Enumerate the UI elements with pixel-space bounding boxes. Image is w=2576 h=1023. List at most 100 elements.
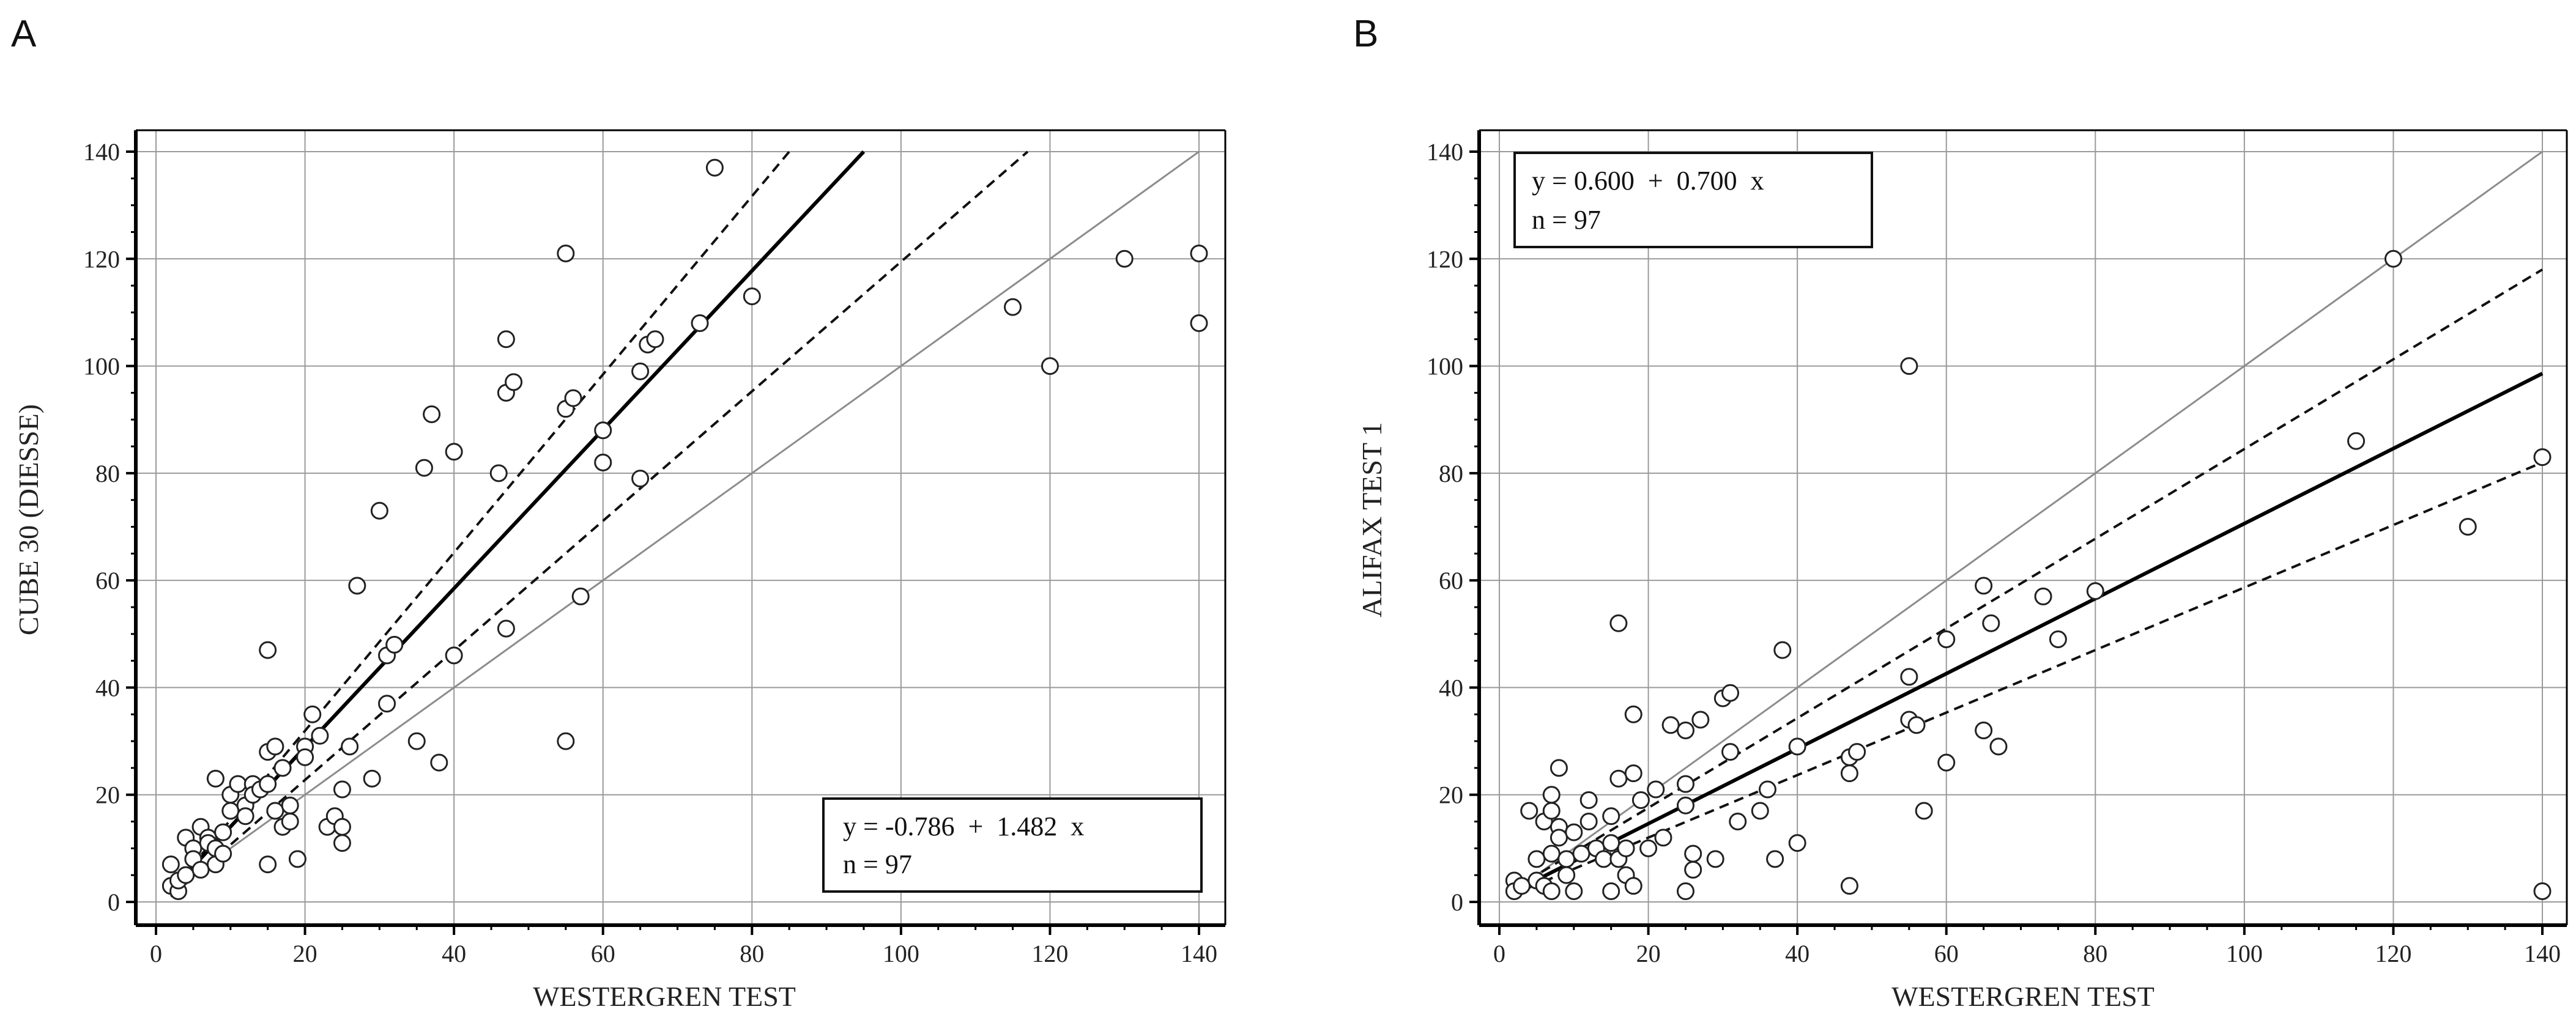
panel-a-data-point (505, 373, 523, 391)
panel-b-data-point (1550, 759, 1568, 777)
panel-b-data-point (1550, 829, 1568, 847)
panel-a-data-point (594, 421, 612, 440)
panel-a-data-point (407, 732, 426, 750)
panel-b-data-point (2533, 882, 2552, 900)
panel-b-data-point (1937, 753, 1956, 772)
panel-b-data-point (1624, 705, 1642, 723)
panel-a-y-tick-label: 120 (83, 245, 120, 273)
panel-a-y-axis-title: CUBE 30 (DIESSE) (13, 404, 44, 635)
panel-b-data-point (1527, 850, 1546, 868)
panel-a-data-point (445, 646, 463, 665)
panel-b-y-tick-label: 120 (1427, 245, 1463, 273)
panel-a-data-point (214, 823, 232, 841)
panel-a-data-point (259, 855, 277, 874)
panel-a-data-point (1115, 249, 1134, 268)
panel-b-regression-fit-line (1513, 372, 2544, 893)
panel-a-x-tick-label: 0 (150, 940, 162, 967)
panel-a-letter: A (11, 13, 37, 55)
panel-b-data-point (1989, 737, 2008, 756)
panel-a-y-tick-label: 0 (108, 888, 120, 916)
panel-a-data-point (489, 464, 508, 482)
panel-b-y-axis-title: ALIFAX TEST 1 (1356, 422, 1387, 617)
panel-b-data-point (1848, 743, 1866, 761)
panel-b-data-point (1602, 834, 1620, 852)
panel-b-data-point (2034, 587, 2052, 605)
panel-a-data-point (1190, 314, 1208, 332)
panel-b-x-tick-label: 100 (2226, 940, 2263, 967)
panel-a-data-point (348, 577, 366, 595)
panel-b-data-point (2384, 249, 2402, 268)
panel-b-data-point (1617, 839, 1635, 857)
panel-b-x-tick-label: 20 (1636, 940, 1661, 967)
panel-a-data-point (177, 866, 195, 884)
panel-b-data-point (1572, 844, 1591, 863)
panel-b-axes (1469, 129, 2568, 935)
panel-b-y-tick-label: 60 (1439, 567, 1463, 594)
panel-b-data-point (1609, 769, 1628, 788)
panel-a-data-point (333, 818, 351, 836)
panel-a-x-tick-label: 40 (442, 940, 466, 967)
panel-a-data-point (646, 330, 664, 349)
panel-b-data-point (2049, 630, 2067, 649)
panel-a-data-point (296, 748, 314, 766)
panel-a-y-tick-label: 80 (95, 460, 120, 487)
panel-b-data-point (1751, 802, 1769, 820)
panel-a-data-point (281, 813, 299, 831)
panel-b-letter: B (1353, 13, 1378, 55)
panel-b-data-point (1676, 722, 1694, 740)
panel-b-data-point (1915, 802, 1933, 820)
panel-b-data-point (1557, 866, 1576, 884)
panel-a-data-point (303, 705, 322, 723)
panel-a-equation: y = -0.786 + 1.482 x (843, 811, 1084, 841)
panel-a-y-tick-label: 20 (95, 781, 120, 809)
panel-a-data-point (430, 753, 448, 772)
panel-a-data-point (497, 619, 515, 638)
panel-a-data-point (288, 850, 306, 868)
panel-b-data-point (1766, 850, 1784, 868)
panel-a-data-point (571, 587, 590, 605)
panel-b-data-point (1654, 829, 1672, 847)
panel-b-line-of-identity (1513, 150, 2543, 892)
panel-b: B 0 20 40 60 80 100 120 140 020406080100120140 … (1353, 13, 2568, 1012)
panel-a-data-point (259, 641, 277, 659)
panel-a-data-point (497, 330, 515, 349)
panel-a-data-point (363, 769, 381, 788)
panel-b-data-point (1624, 877, 1642, 895)
panel-a-data-point (333, 834, 351, 852)
panel-b-data-point (1729, 813, 1747, 831)
panel-b-n-label: n = 97 (1532, 205, 1601, 235)
panel-a-data-point (229, 775, 247, 793)
panel-b-x-axis-title: WESTERGREN TEST (1891, 981, 2155, 1012)
panel-b-x-tick-label: 40 (1785, 940, 1810, 967)
panel-b-grid (1479, 130, 2567, 925)
panel-b-data-point (1900, 357, 1918, 375)
panel-a-data-point (423, 405, 441, 423)
panel-b-equation-box: y = 0.600 + 0.700 x n = 97 (1513, 152, 1873, 248)
panel-b-x-tick-label: 80 (2083, 940, 2107, 967)
panel-b-ci-upper-line (1513, 268, 2544, 890)
panel-b-data-point (1975, 722, 1993, 740)
panel-b-data-point (1721, 743, 1740, 761)
panel-a-data-point (273, 759, 292, 777)
panel-b-data-point (1788, 737, 1806, 756)
panel-a-identity-line (170, 150, 1200, 892)
panel-b-x-tick-labels: 0 20 40 60 80 100 120 140 (1493, 940, 2561, 967)
panel-a-data-point (259, 775, 277, 793)
panel-b-confidence-band (1513, 268, 2544, 895)
panel-a-data-point (333, 780, 351, 799)
panel-b-data-point (1661, 716, 1680, 734)
panel-b-x-tick-label: 0 (1493, 940, 1505, 967)
panel-b-data-point (1624, 764, 1642, 783)
panel-b-data-point (1706, 850, 1724, 868)
panel-b-equation: y = 0.600 + 0.700 x (1532, 166, 1764, 196)
panel-a-y-tick-label: 100 (83, 353, 120, 380)
panel-b-data-point (1684, 860, 1702, 879)
panel-a-y-tick-label: 140 (83, 138, 120, 166)
panel-b-data-point (1691, 711, 1710, 729)
panel-b-data-point (1900, 668, 1918, 686)
panel-b-data-point (2459, 518, 2477, 536)
panel-b-data-point (1542, 802, 1561, 820)
panel-a-confidence-band (169, 150, 1029, 898)
panel-b-data-point (1557, 850, 1576, 868)
